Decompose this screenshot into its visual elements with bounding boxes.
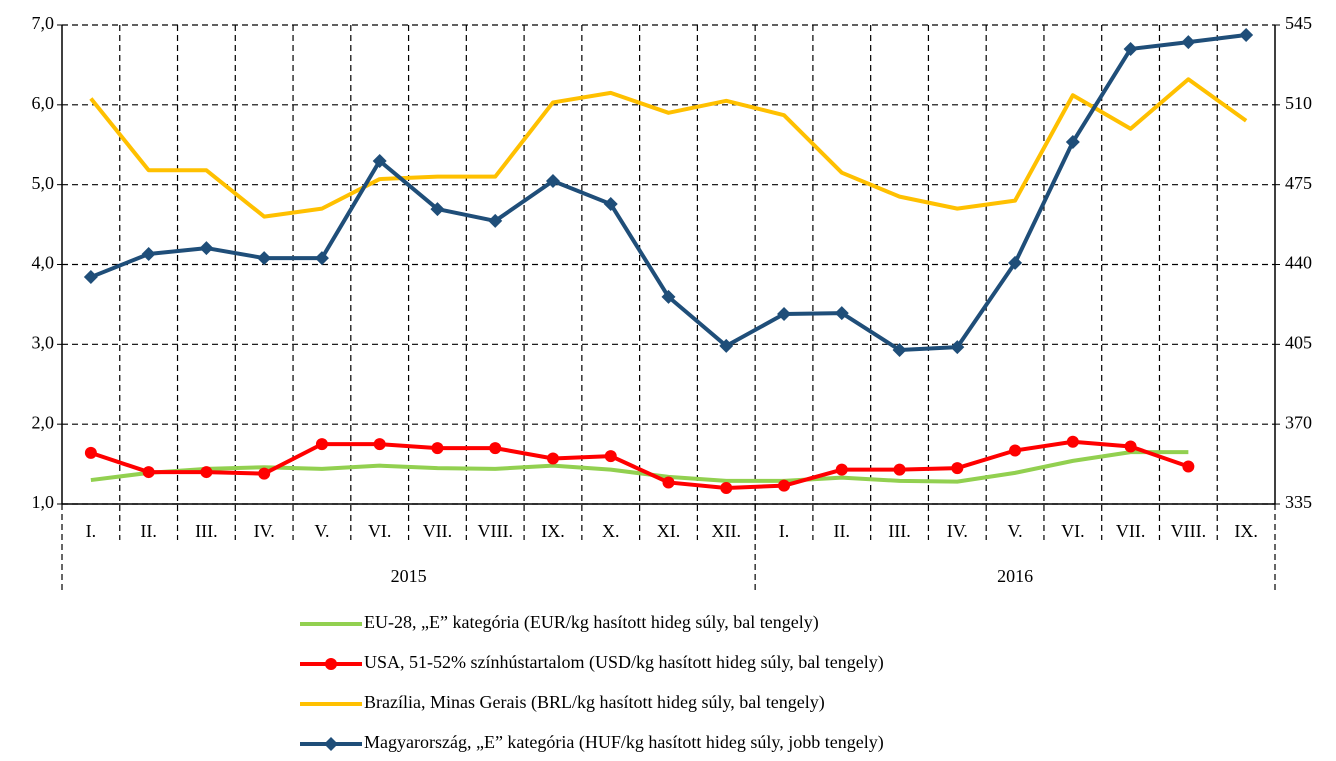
marker [835, 463, 848, 476]
marker [430, 202, 445, 217]
marker [546, 452, 559, 465]
marker [661, 289, 676, 304]
series-line [89, 77, 1248, 219]
y-tick-label: 3,0 [32, 332, 55, 352]
marker [83, 270, 98, 285]
marker [325, 658, 337, 670]
y2-tick-label: 405 [1285, 332, 1312, 352]
marker [84, 446, 97, 459]
marker [719, 338, 734, 353]
legend-label: EU-28, „E” kategória (EUR/kg hasított hi… [364, 612, 819, 633]
y-tick-label: 5,0 [32, 173, 55, 193]
x-tick-label: VI. [1061, 521, 1085, 541]
marker [951, 462, 964, 475]
marker [1009, 444, 1022, 457]
marker [720, 482, 733, 495]
marker [1124, 440, 1137, 453]
marker [257, 251, 272, 266]
marker [1008, 255, 1023, 270]
marker [603, 197, 618, 212]
x-tick-label: VII. [1116, 521, 1146, 541]
marker [488, 213, 503, 228]
y2-tick-label: 545 [1285, 13, 1312, 33]
x-tick-label: VIII. [477, 521, 512, 541]
series-line [90, 439, 1190, 491]
x-tick-label: IX. [541, 521, 565, 541]
marker [324, 737, 338, 751]
y2-tick-label: 510 [1285, 93, 1312, 113]
y2-tick-label: 335 [1285, 492, 1312, 512]
marker [315, 438, 328, 451]
x-tick-label: III. [195, 521, 217, 541]
marker [1065, 135, 1080, 150]
marker [892, 343, 907, 358]
marker [1123, 41, 1138, 56]
legend-label: Magyarország, „E” kategória (HUF/kg hasí… [364, 732, 884, 753]
marker [199, 241, 214, 256]
x-tick-label: X. [602, 521, 620, 541]
marker [778, 479, 791, 492]
marker [1066, 435, 1079, 448]
x-tick-label: XI. [657, 521, 681, 541]
marker [142, 466, 155, 479]
marker [258, 467, 271, 480]
y-tick-label: 4,0 [32, 253, 55, 273]
marker [489, 442, 502, 455]
group-label: 2015 [391, 566, 427, 586]
x-tick-label: VIII. [1171, 521, 1206, 541]
marker [373, 438, 386, 451]
marker [141, 247, 156, 262]
x-tick-label: I. [86, 521, 97, 541]
y2-tick-label: 475 [1285, 173, 1312, 193]
marker [777, 306, 792, 321]
x-tick-label: II. [834, 521, 851, 541]
y-tick-label: 2,0 [32, 412, 55, 432]
x-tick-label: VII. [423, 521, 453, 541]
marker [1182, 460, 1195, 473]
y-tick-label: 7,0 [32, 13, 55, 33]
x-tick-label: IX. [1234, 521, 1258, 541]
y2-tick-label: 440 [1285, 253, 1312, 273]
x-tick-label: I. [779, 521, 790, 541]
legend-label: USA, 51-52% színhústartalom (USD/kg hasí… [364, 652, 884, 673]
marker [1181, 35, 1196, 50]
x-tick-label: V. [1007, 521, 1022, 541]
x-tick-label: V. [314, 521, 329, 541]
x-tick-label: IV. [254, 521, 275, 541]
y2-tick-label: 370 [1285, 412, 1312, 432]
x-tick-label: VI. [368, 521, 392, 541]
marker [1239, 28, 1254, 43]
legend-label: Brazília, Minas Gerais (BRL/kg hasított … [364, 692, 825, 713]
marker [545, 174, 560, 189]
marker [950, 340, 965, 355]
marker [662, 476, 675, 489]
x-tick-label: II. [140, 521, 157, 541]
group-label: 2016 [997, 566, 1033, 586]
y-tick-label: 1,0 [32, 492, 55, 512]
marker [893, 463, 906, 476]
marker [834, 306, 849, 321]
marker [372, 153, 387, 168]
y-tick-label: 6,0 [32, 93, 55, 113]
marker [604, 450, 617, 463]
x-tick-label: III. [888, 521, 910, 541]
x-tick-label: IV. [947, 521, 968, 541]
marker [431, 442, 444, 455]
marker [314, 251, 329, 266]
marker [200, 466, 213, 479]
x-tick-label: XII. [712, 521, 742, 541]
